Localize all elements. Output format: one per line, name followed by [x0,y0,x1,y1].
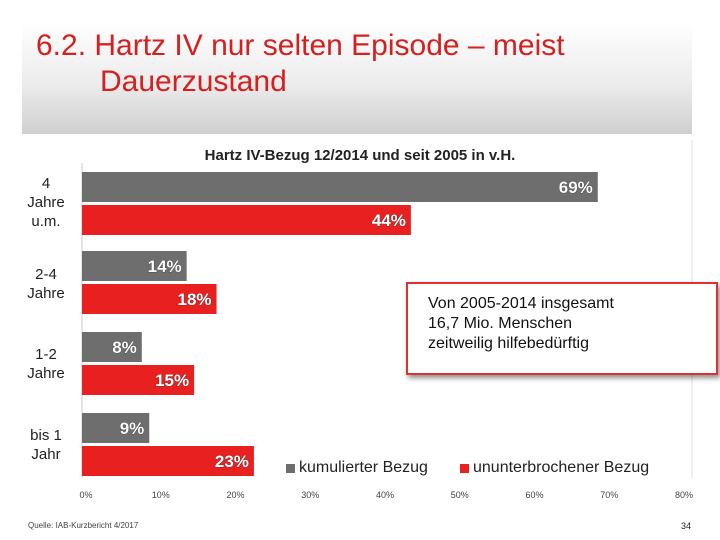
y-label-2-4-jahre: 2-4 Jahre [10,265,82,303]
y-label-line: 1-2 [35,346,57,363]
x-tick-label: 30% [301,490,319,500]
slide-title-line1: 6.2. Hartz IV nur selten Episode – meist [36,29,565,62]
y-label-4-jahre: 4 Jahre u.m. [10,174,82,231]
legend-swatch-red [460,463,469,473]
bar-ununterbrochen [82,284,217,314]
bar-kumuliert [82,332,142,362]
title-banner [22,22,692,134]
data-label: 18% [178,290,212,309]
legend-item-kumuliert: kumulierter Bezug [286,459,428,477]
callout-line: Von 2005-2014 insgesamt [428,295,614,312]
page-number: 34 [681,521,692,531]
y-label-line: Jahre [27,194,65,211]
x-tick-label: 20% [226,490,244,500]
y-label-line: Jahre [27,285,65,302]
x-tick-label: 0% [79,490,92,500]
callout-line: 16,7 Mio. Menschen [428,315,573,332]
data-label: 8% [112,338,137,357]
slide-title: 6.2. Hartz IV nur selten Episode – meist… [36,28,565,100]
data-label: 69% [559,178,593,197]
bar-ununterbrochen [82,365,195,395]
legend-item-ununterbrochen: ununterbrochener Bezug [460,459,649,477]
bar-kumuliert [82,172,598,202]
y-label-bis-1-jahr: bis 1 Jahr [10,426,82,464]
x-tick-label: 10% [152,490,170,500]
x-tick-label: 40% [376,490,394,500]
callout-line: zeitweilig hilfebedürftig [428,335,589,352]
bar-kumuliert [82,251,187,281]
y-label-line: Jahr [31,446,61,463]
data-label: 15% [155,371,189,390]
x-tick-label: 70% [600,490,618,500]
chart-title: Hartz IV-Bezug 12/2014 und seit 2005 in … [204,147,516,164]
legend-swatch-gray [286,463,295,473]
y-label-line: 2-4 [35,266,57,283]
legend-label: kumulierter Bezug [299,459,428,476]
source-note: Quelle: IAB-Kurzbericht 4/2017 [28,521,139,530]
slide-title-line2: Dauerzustand [100,65,287,98]
y-label-line: 4 [41,175,51,192]
y-label-line: u.m. [31,213,61,230]
y-label-line: bis 1 [30,427,62,444]
bar-kumuliert [82,413,150,443]
x-tick-label: 60% [525,490,543,500]
bar-ununterbrochen [82,205,411,235]
legend-label: ununterbrochener Bezug [473,459,650,476]
data-label: 23% [215,452,249,471]
x-tick-label: 50% [451,490,469,500]
y-label-line: Jahre [27,365,65,382]
data-label: 44% [372,211,406,230]
data-label: 14% [148,257,182,276]
bar-ununterbrochen [82,446,254,476]
data-label: 9% [120,419,145,438]
x-tick-label: 80% [675,490,693,500]
y-label-1-2-jahre: 1-2 Jahre [10,345,82,383]
callout-box: Von 2005-2014 insgesamt 16,7 Mio. Mensch… [406,282,718,375]
